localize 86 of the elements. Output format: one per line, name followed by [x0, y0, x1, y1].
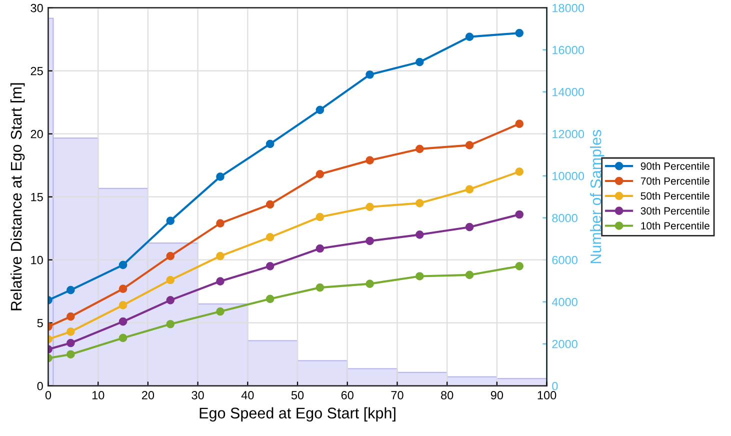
point — [66, 286, 75, 294]
x-tick-label: 100 — [538, 391, 556, 400]
point — [415, 230, 424, 239]
point — [166, 296, 175, 304]
point — [465, 32, 474, 41]
point — [515, 120, 524, 128]
point — [415, 144, 424, 154]
point — [118, 301, 128, 310]
x-tick-label: 10 — [92, 391, 104, 400]
y2-tick-label: 6000 — [552, 256, 578, 264]
point — [415, 198, 424, 208]
x-tick-label: 20 — [142, 391, 154, 400]
point — [266, 233, 274, 242]
y-tick-label: 30 — [30, 4, 43, 12]
point — [66, 312, 75, 321]
y2-tick-label: 2000 — [552, 340, 578, 348]
y-tick-label: 10 — [31, 256, 43, 264]
point — [166, 320, 175, 328]
y2-tick-label: 16000 — [552, 46, 584, 54]
legend-label: 30th Percentile — [640, 206, 710, 215]
point — [166, 276, 175, 284]
x-tick-label: 70 — [391, 391, 404, 400]
point — [465, 141, 474, 150]
point — [366, 280, 374, 288]
point — [316, 244, 324, 253]
legend-label: 70th Percentile — [640, 177, 710, 185]
y-tick-label: 5 — [37, 319, 43, 328]
point — [316, 212, 324, 222]
point — [266, 200, 274, 209]
point — [515, 210, 524, 219]
point — [316, 170, 324, 178]
y-axis-title: Relative Distance at Ego Start [m] — [10, 83, 25, 310]
point — [216, 252, 224, 260]
x-tick-label: 90 — [490, 391, 504, 400]
point — [465, 222, 474, 232]
y2-tick-label: 10000 — [552, 172, 584, 180]
point — [316, 283, 324, 292]
y2-tick-label: 14000 — [552, 88, 584, 96]
point — [366, 70, 374, 79]
x-tick-label: 40 — [241, 391, 254, 400]
point — [118, 317, 128, 326]
point — [66, 338, 75, 348]
x-tick-label: 50 — [291, 391, 304, 400]
x-axis-title: Ego Speed at Ego Start [kph] — [200, 407, 396, 422]
point — [366, 202, 374, 212]
point — [316, 106, 324, 114]
point — [166, 216, 175, 225]
legend-label: 50th Percentile — [640, 192, 710, 200]
x-tick-label: 60 — [341, 391, 354, 400]
legend-label: 90th Percentile — [640, 162, 710, 170]
y2-tick-label: 4000 — [552, 298, 578, 306]
point — [118, 334, 128, 342]
point — [515, 28, 524, 38]
y2-axis-title: Number of Samples — [590, 130, 604, 264]
point — [66, 350, 75, 359]
point — [515, 167, 524, 176]
point — [118, 260, 128, 270]
point — [66, 328, 75, 336]
point — [266, 294, 274, 304]
point — [266, 140, 274, 148]
point — [216, 219, 224, 228]
y-tick-label: 25 — [30, 66, 43, 76]
y2-tick-label: 8000 — [552, 214, 578, 222]
point — [465, 270, 474, 280]
y-tick-label: 0 — [37, 382, 43, 390]
point — [266, 262, 274, 270]
point — [515, 262, 524, 270]
x-tick-label: 30 — [192, 391, 204, 400]
y-tick-label: 15 — [31, 193, 43, 202]
y-tick-label: 20 — [30, 130, 43, 138]
y2-tick-label: 18000 — [552, 4, 584, 12]
point — [216, 277, 224, 286]
point — [415, 272, 424, 280]
point — [166, 252, 175, 260]
y2-tick-label: 12000 — [552, 130, 584, 138]
point — [118, 284, 128, 294]
point — [216, 307, 224, 316]
x-tick-label: 0 — [45, 391, 52, 400]
point — [366, 236, 374, 246]
legend-label: 10th Percentile — [641, 222, 710, 230]
x-tick-label: 80 — [441, 391, 454, 400]
y2-tick-label: 0 — [552, 382, 558, 390]
point — [366, 156, 374, 164]
point — [465, 185, 474, 194]
point — [216, 172, 224, 181]
point — [415, 58, 424, 66]
